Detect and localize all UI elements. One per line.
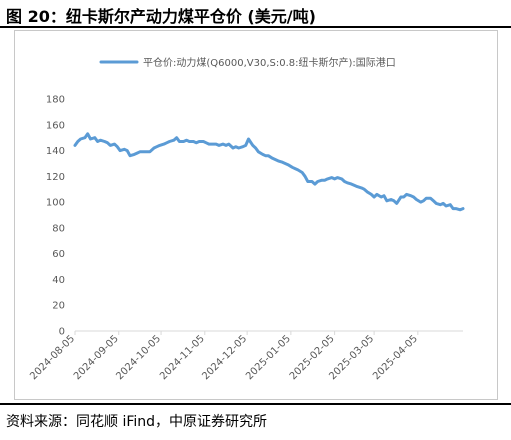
y-tick-label: 60 — [52, 249, 65, 260]
y-tick-label: 120 — [46, 172, 65, 183]
y-axis: 0 20 40 60 80 100 120 140 160 180 — [46, 95, 65, 338]
x-axis: 2024-08-052024-09-052024-10-052024-11-05… — [28, 330, 463, 382]
y-tick-label: 180 — [46, 95, 65, 106]
y-tick-label: 20 — [52, 301, 65, 312]
source-note: 资料来源：同花顺 iFind，中原证券研究所 — [6, 414, 268, 430]
y-tick-label: 40 — [52, 275, 65, 286]
y-tick-label: 140 — [46, 146, 65, 157]
bottom-rule — [0, 403, 511, 405]
y-tick-label: 160 — [46, 120, 65, 131]
x-tick-label: 2024-08-05 — [28, 333, 77, 382]
x-tick-label: 2025-01-05 — [244, 333, 293, 382]
x-tick-label: 2024-10-05 — [114, 333, 163, 382]
legend: 平仓价:动力煤(Q6000,V30,S:0.8:纽卡斯尔产):国际港口 — [99, 56, 396, 69]
series-layer — [73, 132, 465, 212]
y-tick-label: 80 — [52, 223, 65, 234]
y-tick-label: 100 — [46, 198, 65, 209]
x-tick-label: 2025-04-05 — [371, 333, 420, 382]
y-tick-label: 0 — [59, 327, 65, 338]
legend-label: 平仓价:动力煤(Q6000,V30,S:0.8:纽卡斯尔产):国际港口 — [143, 56, 396, 69]
series-line — [73, 132, 465, 212]
chart-area: 平仓价:动力煤(Q6000,V30,S:0.8:纽卡斯尔产):国际港口 0 20 4… — [14, 30, 498, 400]
line-chart: 平仓价:动力煤(Q6000,V30,S:0.8:纽卡斯尔产):国际港口 0 20 4… — [28, 56, 465, 382]
top-rule — [0, 26, 511, 28]
figure-title: 图 20：纽卡斯尔产动力煤平仓价 (美元/吨) — [6, 7, 316, 26]
x-tick-label: 2024-12-05 — [200, 333, 249, 382]
